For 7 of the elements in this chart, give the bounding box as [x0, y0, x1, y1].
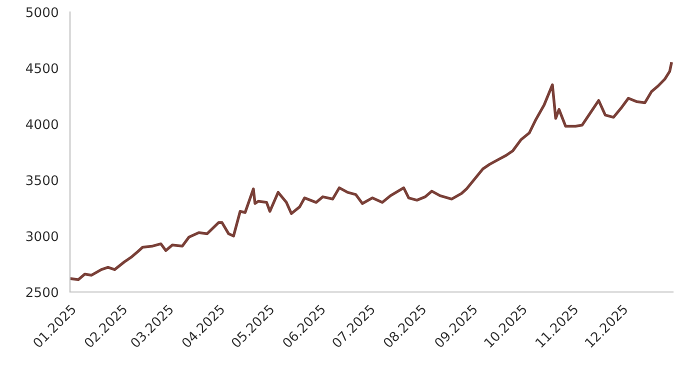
y-tick-label: 4000 [26, 119, 58, 130]
y-tick-label: 2500 [26, 287, 58, 298]
line-series [70, 62, 673, 282]
y-tick-label: 3000 [26, 231, 58, 242]
y-tick-label: 4500 [26, 63, 58, 74]
y-tick-label: 5000 [26, 7, 58, 18]
y-tick-label: 3500 [26, 175, 58, 186]
